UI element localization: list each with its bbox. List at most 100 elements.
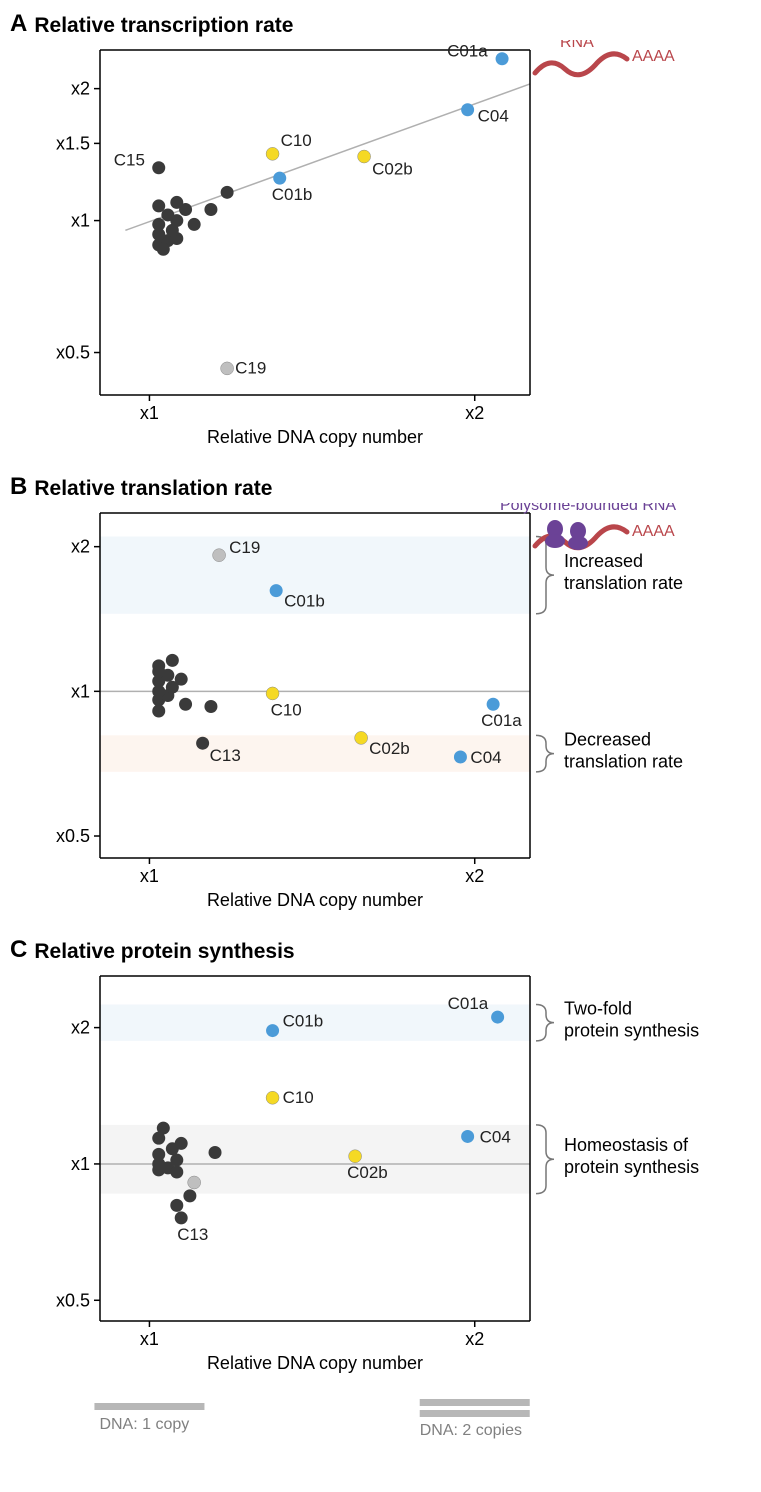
- brace-icon: [536, 1125, 554, 1194]
- data-point: [461, 1130, 474, 1143]
- figure-wrap: Two-foldprotein synthesisHomeostasis ofp…: [10, 966, 751, 1381]
- dna-bar-icon: [420, 1399, 530, 1406]
- data-point: [266, 1091, 279, 1104]
- point-label: C04: [480, 1127, 511, 1146]
- data-point: [487, 698, 500, 711]
- point-label: C04: [470, 748, 501, 767]
- data-point: [175, 1137, 188, 1150]
- y-tick-label: x1: [71, 681, 90, 701]
- point-label: C10: [281, 131, 312, 150]
- polya-label: AAAA: [632, 523, 675, 540]
- dna-footer: DNA: 1 copy DNA: 2 copies: [10, 1399, 750, 1459]
- brace-icon: [536, 536, 554, 613]
- figure-wrap: x0.5x1x1.5x2x1x2Relative DNA copy number…: [10, 40, 751, 455]
- point-label: C02b: [347, 1163, 388, 1182]
- point-label: C19: [235, 358, 266, 377]
- band-label: Increased: [564, 551, 643, 571]
- point-label: C04: [478, 107, 509, 126]
- data-point: [266, 687, 279, 700]
- panel-A: ARelative transcription ratex0.5x1x1.5x2…: [10, 10, 751, 455]
- dna-bar-icon: [420, 1410, 530, 1417]
- data-point: [157, 1122, 170, 1135]
- data-point: [213, 549, 226, 562]
- dna-copy-label: DNA: 1 copy: [99, 1416, 189, 1433]
- y-tick-label: x1.5: [56, 133, 90, 153]
- band-label: Homeostasis of: [564, 1135, 689, 1155]
- point-label: C02b: [372, 160, 413, 179]
- band-label: translation rate: [564, 752, 683, 772]
- data-point: [152, 161, 165, 174]
- panel-title: Relative protein synthesis: [34, 940, 294, 964]
- data-point: [170, 1199, 183, 1212]
- y-tick-label: x0.5: [56, 1290, 90, 1310]
- ribosome-icon: [545, 534, 565, 548]
- point-label: C15: [114, 151, 145, 170]
- point-label: C13: [210, 746, 241, 765]
- data-point: [152, 705, 165, 718]
- y-tick-label: x1: [71, 211, 90, 231]
- panel-letter: A: [10, 10, 27, 38]
- rna-icon: [535, 54, 627, 75]
- data-point: [152, 199, 165, 212]
- panel-letter: C: [10, 936, 27, 964]
- point-label: C01a: [448, 994, 489, 1013]
- point-label: C01b: [284, 592, 325, 611]
- point-label: C10: [283, 1088, 314, 1107]
- point-label: C01b: [272, 185, 313, 204]
- data-point: [152, 1148, 165, 1161]
- data-point: [152, 665, 165, 678]
- dna-bar-icon: [94, 1403, 204, 1410]
- data-point: [204, 700, 217, 713]
- data-point: [188, 218, 201, 231]
- data-point: [270, 584, 283, 597]
- point-label: C10: [271, 700, 302, 719]
- band-label: Two-fold: [564, 999, 632, 1019]
- data-point: [266, 1024, 279, 1037]
- data-point: [491, 1011, 504, 1024]
- chart-svg: x0.5x1x1.5x2x1x2Relative DNA copy number…: [10, 40, 750, 455]
- y-tick-label: x0.5: [56, 826, 90, 846]
- y-tick-label: x1: [71, 1154, 90, 1174]
- brace-icon: [536, 1004, 554, 1040]
- data-point: [152, 218, 165, 231]
- point-label: C01a: [447, 42, 488, 61]
- ribosome-icon: [568, 536, 588, 550]
- panel-header: A Relative transcription rate: [10, 10, 751, 38]
- x-tick-label: x2: [465, 403, 484, 423]
- x-tick-label: x1: [140, 866, 159, 886]
- data-point: [179, 698, 192, 711]
- data-point: [358, 150, 371, 163]
- band-label: Decreased: [564, 730, 651, 750]
- brace-icon: [536, 735, 554, 772]
- data-point: [175, 1211, 188, 1224]
- panel-letter: B: [10, 473, 27, 501]
- rna-label: RNA: [560, 40, 594, 51]
- panel-header: B Relative translation rate: [10, 473, 751, 501]
- panel-title: Relative translation rate: [34, 477, 272, 501]
- figure-wrap: Increasedtranslation rateDecreasedtransl…: [10, 503, 751, 918]
- data-point: [170, 1154, 183, 1167]
- panel-title: Relative transcription rate: [34, 14, 293, 38]
- data-point: [204, 203, 217, 216]
- data-point: [166, 654, 179, 667]
- panel-B: B Relative translation rate Increased trans…: [10, 473, 751, 918]
- data-point: [266, 147, 279, 160]
- data-point: [170, 196, 183, 209]
- data-point: [157, 243, 170, 256]
- band-label: protein synthesis: [564, 1157, 699, 1177]
- point-label: C13: [177, 1225, 208, 1244]
- y-tick-label: x2: [71, 537, 90, 557]
- y-tick-label: x2: [71, 1018, 90, 1038]
- data-point: [461, 103, 474, 116]
- x-tick-label: x2: [465, 1329, 484, 1349]
- chart-svg: Two-foldprotein synthesisHomeostasis ofp…: [10, 966, 750, 1381]
- data-point: [454, 751, 467, 764]
- dna-copy-label: DNA: 2 copies: [420, 1422, 522, 1439]
- y-tick-label: x2: [71, 79, 90, 99]
- panel-header: C Relative protein synthesis: [10, 936, 751, 964]
- polysome-label: Polysome-bounded RNA: [500, 503, 676, 514]
- point-label: C01b: [283, 1012, 324, 1031]
- x-tick-label: x1: [140, 1329, 159, 1349]
- data-point: [221, 362, 234, 375]
- chart-svg: Increasedtranslation rateDecreasedtransl…: [10, 503, 750, 918]
